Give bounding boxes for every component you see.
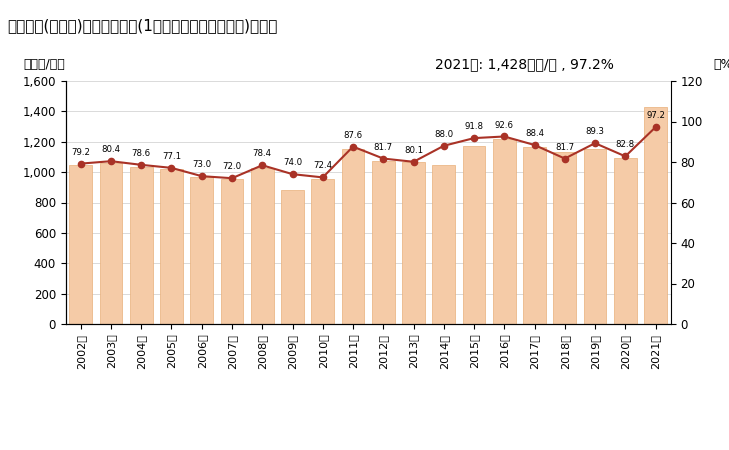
Text: 78.6: 78.6 — [132, 149, 151, 158]
Bar — [160, 169, 183, 324]
Bar — [190, 177, 213, 324]
Text: 92.6: 92.6 — [495, 121, 514, 130]
Bar — [130, 167, 152, 324]
Text: 73.0: 73.0 — [192, 160, 211, 169]
Bar — [251, 167, 273, 324]
Text: 74.0: 74.0 — [283, 158, 302, 167]
Text: 78.4: 78.4 — [253, 149, 272, 158]
Text: 82.8: 82.8 — [616, 140, 635, 149]
Text: ［万円/人］: ［万円/人］ — [23, 58, 65, 71]
Text: 81.7: 81.7 — [374, 143, 393, 152]
Text: 御前崎市(静岡県)の労働生産性(1人当たり粗付加価値額)の推移: 御前崎市(静岡県)の労働生産性(1人当たり粗付加価値額)の推移 — [7, 18, 278, 33]
Text: 81.7: 81.7 — [555, 143, 574, 152]
Bar — [221, 179, 243, 324]
Text: 97.2: 97.2 — [646, 111, 665, 120]
Bar — [432, 165, 455, 324]
Bar — [493, 140, 515, 324]
Bar — [402, 162, 425, 324]
Bar — [584, 148, 607, 324]
Text: 87.6: 87.6 — [343, 130, 362, 140]
Text: ［%］: ［%］ — [713, 58, 729, 71]
Text: 79.2: 79.2 — [71, 148, 90, 157]
Bar — [553, 152, 576, 324]
Text: 80.1: 80.1 — [404, 146, 423, 155]
Text: 72.4: 72.4 — [313, 162, 332, 171]
Bar — [463, 145, 486, 324]
Bar — [100, 163, 122, 324]
Bar — [372, 161, 394, 324]
Bar — [614, 158, 636, 324]
Text: 89.3: 89.3 — [585, 127, 604, 136]
Text: 72.0: 72.0 — [222, 162, 241, 171]
Text: 88.4: 88.4 — [525, 129, 544, 138]
Text: 2021年: 1,428万円/人 , 97.2%: 2021年: 1,428万円/人 , 97.2% — [434, 57, 614, 71]
Text: 80.4: 80.4 — [101, 145, 120, 154]
Bar — [69, 165, 92, 324]
Bar — [281, 189, 304, 324]
Text: 77.1: 77.1 — [162, 152, 181, 161]
Bar — [342, 148, 364, 324]
Bar — [311, 179, 334, 324]
Text: 91.8: 91.8 — [464, 122, 483, 131]
Text: 88.0: 88.0 — [434, 130, 453, 139]
Bar — [644, 107, 667, 324]
Bar — [523, 147, 546, 324]
